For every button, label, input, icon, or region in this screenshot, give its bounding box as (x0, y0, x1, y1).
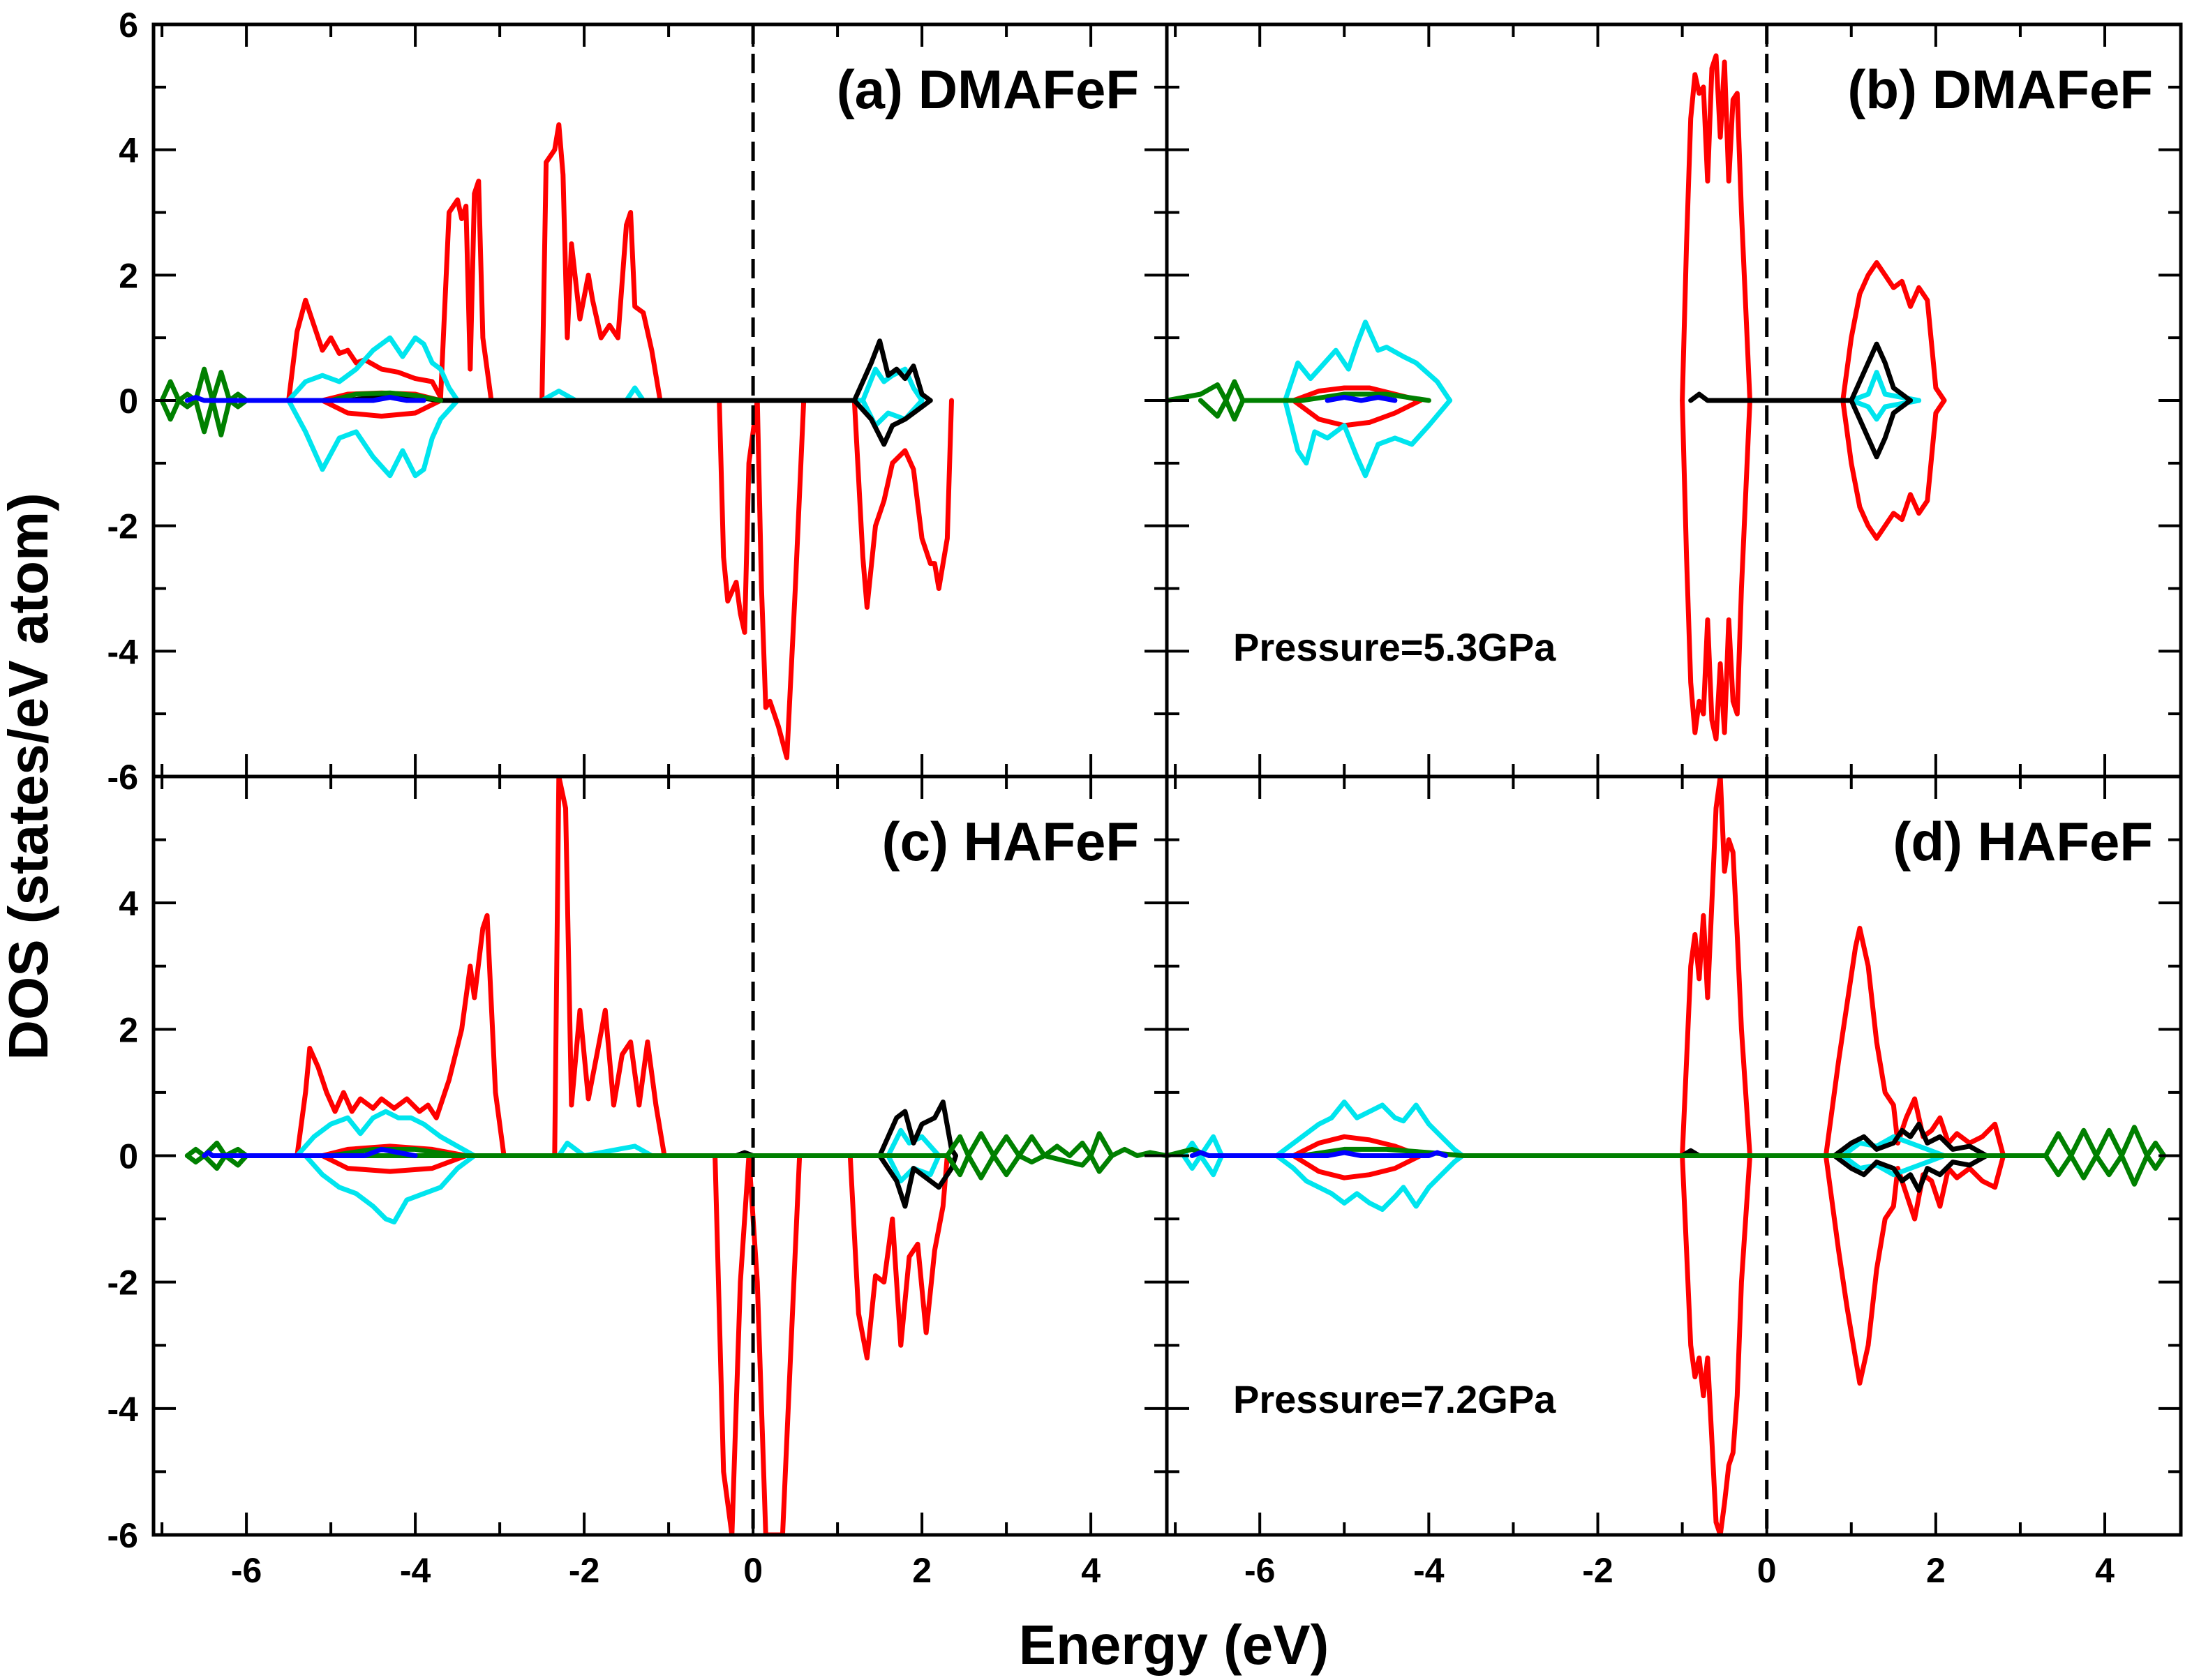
series-line-red-up (286, 122, 663, 403)
panel-0-series-group (159, 122, 954, 760)
panel-label: (c) HAFeF (882, 811, 1139, 872)
series-line-red-up (294, 777, 667, 1158)
series-line-blue (1325, 395, 1398, 403)
series-line-cyan-down-2 (1840, 1153, 1947, 1178)
y-tick-label: 4 (119, 131, 138, 170)
series-line-green-down (1198, 398, 1246, 422)
series-line-red-down-2 (1823, 1153, 2006, 1386)
panel-label: (d) HAFeF (1893, 811, 2153, 872)
x-tick-label: -6 (1244, 1551, 1275, 1590)
series-line-red-small-down (320, 1153, 469, 1174)
x-tick-label: -2 (569, 1551, 599, 1590)
panel-3-series-group (1167, 777, 2167, 1535)
y-tick-label: -2 (107, 507, 138, 546)
x-tick-label: 2 (912, 1551, 932, 1590)
series-line-green-up (1167, 379, 1431, 403)
x-tick-label: 0 (1757, 1551, 1777, 1590)
series-line-red-up (1680, 777, 1752, 1158)
y-tick-label: -6 (107, 1516, 138, 1555)
y-tick-label: 6 (119, 758, 138, 797)
series-line-red-down (1680, 1153, 1752, 1535)
series-line-green-down (184, 1153, 1114, 1180)
x-tick-label: 2 (1926, 1551, 1946, 1590)
y-tick-label: 6 (119, 6, 138, 45)
series-line-cyan-up (294, 1109, 941, 1158)
y-tick-label: 4 (119, 884, 138, 923)
series-line-green-up (159, 366, 443, 403)
series-line-red-down (713, 1153, 950, 1535)
series-line-cyan-down (286, 398, 925, 479)
y-tick-label: -6 (107, 758, 138, 797)
y-tick-label: -4 (107, 632, 139, 671)
series-line-red-up-2 (1840, 260, 1947, 403)
series-line-red-small-down (1291, 398, 1423, 428)
panel-2-series-group (184, 777, 1167, 1535)
series-line-red-up (1680, 53, 1752, 403)
x-axis-title: Energy (eV) (1019, 1614, 1329, 1676)
pressure-annotation: Pressure=7.2GPa (1233, 1377, 1556, 1421)
x-tick-label: 4 (2095, 1551, 2115, 1590)
x-tick-label: -4 (1413, 1551, 1445, 1590)
series-line-red-down (1680, 398, 1752, 742)
x-tick-label: 0 (743, 1551, 763, 1590)
series-line-red-up-2 (1823, 925, 2006, 1158)
y-tick-label: 2 (119, 1010, 138, 1049)
x-tick-label: 4 (1081, 1551, 1101, 1590)
series-line-red-down-2 (1840, 398, 1947, 541)
series-line-cyan-down (303, 1153, 941, 1225)
series-line-cyan-down (1181, 1153, 1466, 1212)
series-line-black-down (1849, 398, 1913, 460)
series-line-cyan-up-2 (1840, 1134, 1947, 1158)
plot-layer: -6 -4 -2 0 2 4 6 (a) DMAFeF (b) DMAFeF Pressure=5… (107, 6, 2183, 1590)
x-tick-label: -4 (400, 1551, 431, 1590)
series-line-red-small-down (1291, 1153, 1423, 1180)
panel-label: (a) DMAFeF (837, 59, 1139, 120)
series-line-blue (1189, 1150, 1449, 1158)
panel-label: (b) DMAFeF (1847, 59, 2153, 120)
pressure-annotation: Pressure=5.3GPa (1233, 625, 1556, 669)
y-tick-label: 0 (119, 382, 138, 421)
x-tick-label: -2 (1582, 1551, 1613, 1590)
y-tick-label: -4 (107, 1390, 139, 1429)
series-line-cyan-up (1181, 1100, 1466, 1158)
series-line-blue (184, 395, 426, 403)
series-line-black-down (1832, 1153, 1989, 1193)
x-tick-label: -6 (231, 1551, 262, 1590)
series-line-cyan-up (1283, 320, 1453, 403)
series-line-black-down (851, 398, 933, 447)
panel-1-series-group (1167, 53, 1947, 742)
y-tick-label: 2 (119, 256, 138, 295)
series-line-black-down (877, 1153, 958, 1209)
y-tick-label: -2 (107, 1263, 138, 1303)
series-line-blue (202, 1146, 418, 1158)
series-line-green-down (2043, 1153, 2167, 1187)
y-tick-label: 0 (119, 1137, 138, 1176)
y-axis-title: DOS (states/eV atom) (0, 493, 59, 1060)
series-line-red-small-down (320, 398, 443, 419)
series-line-cyan-down (1283, 398, 1453, 479)
series-line-green-up (184, 1131, 1167, 1158)
series-line-red-small-up (1291, 1134, 1423, 1158)
series-line-black-up (1688, 341, 1913, 403)
